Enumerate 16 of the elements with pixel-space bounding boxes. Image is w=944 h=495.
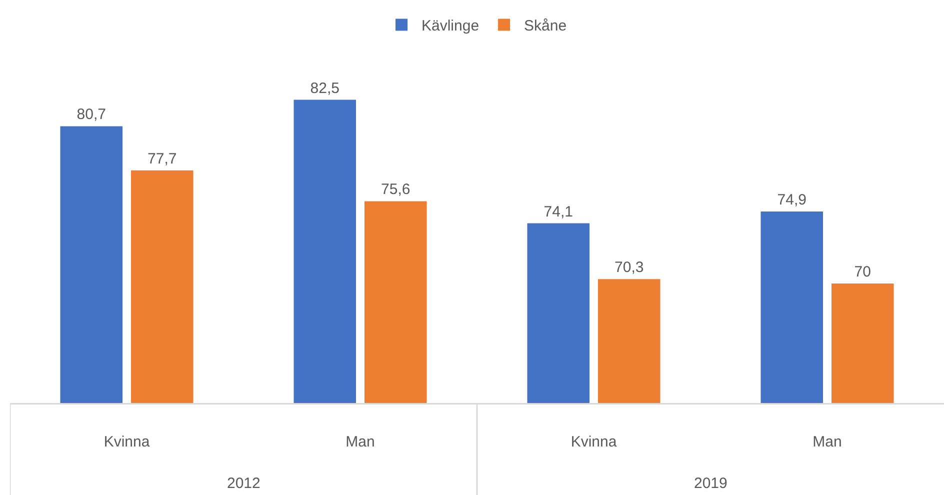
legend-label: Kävlinge	[422, 18, 480, 35]
legend-label: Skåne	[524, 18, 567, 35]
x-tick-label: Man	[346, 434, 375, 450]
annotation: 2019	[694, 475, 728, 492]
x-tick-label: Man	[812, 434, 842, 450]
data-label: 70	[854, 264, 871, 281]
data-label: 74,9	[777, 192, 806, 208]
data-label: 75,6	[381, 181, 410, 198]
annotation: 2012	[227, 475, 260, 492]
data-label: 70,3	[614, 259, 644, 276]
data-label: 80,7	[76, 106, 106, 124]
data-label: 77,7	[148, 150, 177, 168]
data-label: 82,5	[310, 80, 340, 97]
x-tick-label: Kvinna	[104, 434, 150, 450]
x-tick-label: Kvinna	[570, 434, 618, 450]
data-label: 74,1	[544, 203, 573, 220]
